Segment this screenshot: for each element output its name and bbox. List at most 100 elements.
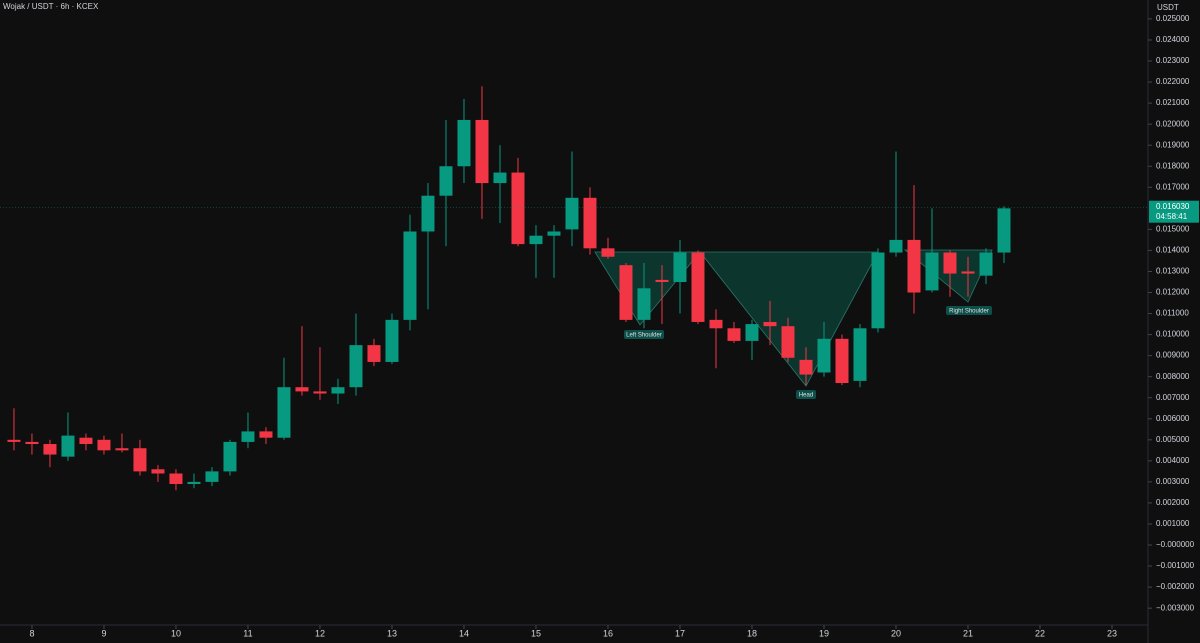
chart-title: Wojak / USDT · 6h · KCEX xyxy=(3,2,99,11)
x-tick-label: 19 xyxy=(819,628,829,638)
candle-body xyxy=(331,387,345,394)
x-tick-label: 11 xyxy=(243,628,252,638)
annotation: Right Shoulder xyxy=(949,309,989,315)
candle-body xyxy=(79,437,93,445)
y-tick-label: 0.014000 xyxy=(1156,246,1190,255)
y-tick-label: 0.018000 xyxy=(1156,161,1190,170)
y-tick-label: −0.000000 xyxy=(1156,540,1195,549)
candle-body xyxy=(205,471,219,482)
candle-body xyxy=(457,119,471,167)
annotation-box xyxy=(624,330,664,339)
y-tick-label: 0.012000 xyxy=(1156,288,1190,297)
candle-body xyxy=(763,321,777,327)
x-tick-label: 9 xyxy=(101,628,106,638)
y-tick-label: 0.021000 xyxy=(1156,98,1190,107)
candle-body xyxy=(583,197,597,249)
x-tick-label: 14 xyxy=(459,628,469,638)
candle-body xyxy=(943,252,957,274)
x-tick-label: 23 xyxy=(1107,628,1117,638)
candle-body xyxy=(475,119,489,184)
candle-body xyxy=(691,252,705,322)
y-tick-label: 0.003000 xyxy=(1156,477,1190,486)
y-tick-label: −0.002000 xyxy=(1156,582,1195,591)
x-tick-label: 10 xyxy=(171,628,181,638)
y-tick-label: 0.020000 xyxy=(1156,119,1190,128)
x-tick-label: 16 xyxy=(603,628,613,638)
annotation: Head xyxy=(799,393,813,399)
candle-body xyxy=(673,252,687,282)
candle-body xyxy=(259,431,273,438)
candles xyxy=(7,86,1011,491)
y-tick-label: 0.002000 xyxy=(1156,498,1190,507)
y-tick-label: −0.001000 xyxy=(1156,561,1195,570)
annotations: Left Shoulder Head Right Shoulder xyxy=(624,306,992,399)
candle-body xyxy=(349,345,363,388)
y-tick-label: −0.003000 xyxy=(1156,603,1195,612)
x-tick-label: 12 xyxy=(315,628,325,638)
annotation-box xyxy=(946,306,992,315)
x-tick-label: 17 xyxy=(675,628,685,638)
y-tick-label: 0.005000 xyxy=(1156,435,1190,444)
y-tick-label: 0.015000 xyxy=(1156,224,1190,233)
candle-body xyxy=(511,172,525,245)
annotation: Left Shoulder xyxy=(626,333,662,339)
y-tick-label: 0.011000 xyxy=(1156,309,1189,318)
candle-body xyxy=(43,444,57,455)
candle-body xyxy=(889,239,903,253)
candle-body xyxy=(367,345,381,362)
candle-body xyxy=(223,441,237,472)
candle-body xyxy=(439,166,453,196)
candle-body xyxy=(241,431,255,442)
candle-body xyxy=(637,288,651,320)
y-tick-label: 0.022000 xyxy=(1156,77,1190,86)
y-tick-label: 0.001000 xyxy=(1156,519,1190,528)
countdown: 04:58:41 xyxy=(1156,212,1188,221)
candle-body xyxy=(655,279,669,282)
candle-body xyxy=(295,387,309,392)
candle-body xyxy=(277,387,291,438)
y-axis-label: USDT xyxy=(1157,3,1179,12)
candle-body xyxy=(709,319,723,329)
x-tick-label: 22 xyxy=(1035,628,1045,638)
candle-body xyxy=(853,328,867,381)
candle-body xyxy=(799,359,813,375)
y-tick-label: 0.008000 xyxy=(1156,372,1190,381)
candle-body xyxy=(313,391,327,394)
candle-body xyxy=(25,441,39,445)
x-tick-label: 18 xyxy=(747,628,757,638)
candle-body xyxy=(493,172,507,184)
y-tick-label: 0.013000 xyxy=(1156,267,1190,276)
x-tick-label: 15 xyxy=(531,628,541,638)
candle-body xyxy=(97,439,111,451)
y-tick-label: 0.025000 xyxy=(1156,14,1190,23)
candle-body xyxy=(529,235,543,245)
candle-body xyxy=(403,231,417,320)
candle-body xyxy=(601,248,615,257)
candle-body xyxy=(817,338,831,373)
last-price-box xyxy=(1149,200,1199,223)
candle-body xyxy=(385,319,399,362)
x-tick-label: 13 xyxy=(387,628,397,638)
y-tick-label: 0.006000 xyxy=(1156,414,1190,423)
candle-body xyxy=(907,239,921,293)
y-tick-label: 0.010000 xyxy=(1156,330,1190,339)
y-tick-label: 0.023000 xyxy=(1156,56,1190,65)
candle-body xyxy=(61,435,75,457)
candle-body xyxy=(871,252,885,329)
candle-body xyxy=(565,197,579,230)
candle-body xyxy=(187,481,201,485)
candle-body xyxy=(619,265,633,320)
candle-body xyxy=(979,252,993,276)
candle-body xyxy=(781,326,795,358)
candle-body xyxy=(745,324,759,341)
candle-body xyxy=(169,473,183,485)
y-tick-label: 0.007000 xyxy=(1156,393,1190,402)
candle-body xyxy=(547,231,561,236)
y-tick-label: 0.017000 xyxy=(1156,182,1190,191)
y-tick-label: 0.009000 xyxy=(1156,351,1190,360)
y-tick-label: 0.019000 xyxy=(1156,140,1190,149)
y-tick-label: 0.024000 xyxy=(1156,35,1190,44)
candle-body xyxy=(835,338,849,383)
